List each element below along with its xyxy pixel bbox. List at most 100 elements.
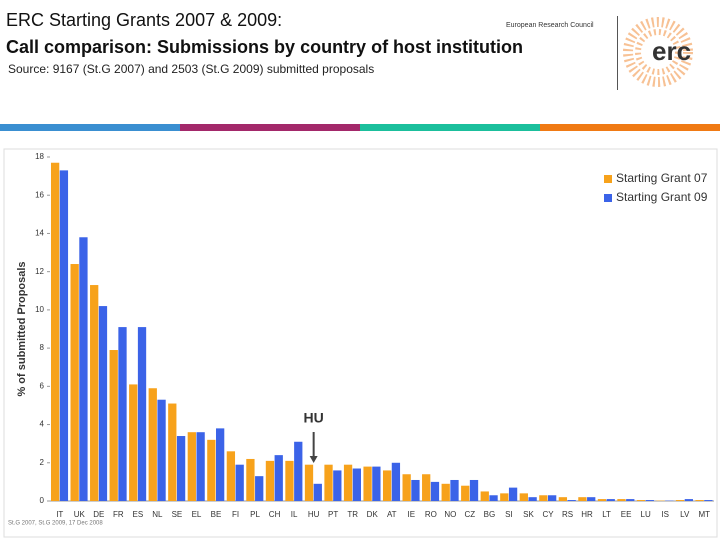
bar [704,500,713,501]
bar [324,464,333,501]
bar [528,497,537,501]
bar [391,462,401,501]
bar [606,499,615,501]
bar [79,237,88,501]
bar [255,476,264,501]
x-tick-label: NO [444,510,456,519]
bar [333,470,342,501]
bar [226,451,236,501]
bar [50,162,60,501]
x-tick-label: SE [172,510,183,519]
bar [137,327,147,501]
bar [157,399,166,501]
x-tick-label: NL [152,510,163,519]
bar [500,493,509,501]
bar [59,170,69,501]
bar [98,306,108,501]
band [360,124,540,131]
bar [343,464,353,501]
bar [382,470,392,501]
bar [548,495,557,501]
bar [587,497,596,501]
x-tick-label: IS [661,510,669,519]
x-tick-label: RS [562,510,573,519]
bar [508,487,518,501]
bar [636,500,646,501]
x-tick-label: IE [408,510,416,519]
x-tick-label: BG [484,510,496,519]
bar [450,479,459,501]
legend-swatch [604,175,612,183]
bar [109,350,118,501]
legend-swatch [604,194,612,202]
bar [196,432,205,501]
y-tick-label: 10 [35,305,44,314]
bar [645,500,654,501]
bar [352,468,361,501]
x-tick-label: PT [328,510,338,519]
bar [118,327,127,501]
bar [168,403,177,501]
bar [129,384,138,501]
bar [469,479,479,501]
bar [519,493,528,501]
bar [176,436,186,501]
logo: erc [652,36,692,66]
bar [246,458,255,501]
band [180,124,360,131]
x-tick-label: EE [621,510,632,519]
x-tick-label: AT [387,510,397,519]
bar [313,483,322,501]
x-tick-label: MT [698,510,710,519]
y-tick-label: 2 [40,458,45,467]
x-tick-label: IL [291,510,298,519]
x-tick-label: SK [523,510,534,519]
x-tick-label: PL [250,510,260,519]
x-tick-label: LV [680,510,690,519]
x-tick-label: EL [192,510,202,519]
x-tick-label: CH [269,510,281,519]
x-tick-label: UK [74,510,86,519]
y-tick-label: 14 [35,229,44,238]
annotation: HU [304,410,324,426]
bar [558,497,568,501]
bar [148,388,157,501]
band [0,124,180,131]
bar [70,264,79,501]
subtitle: Call comparison: Submissions by country … [6,37,524,57]
logo-dots [623,17,693,87]
bar [461,485,470,501]
bar [480,491,489,501]
x-tick-label: ES [133,510,144,519]
x-tick-label: FR [113,510,124,519]
x-tick-label: CY [542,510,554,519]
x-tick-label: DK [367,510,379,519]
legend-label: Starting Grant 09 [616,190,708,204]
bar [265,460,275,501]
source: Source: 9167 (St.G 2007) and 2503 (St.G … [8,62,375,76]
bar [207,439,216,501]
x-tick-label: LU [641,510,651,519]
bar [187,432,196,501]
x-tick-label: HU [308,510,320,519]
bar [294,441,303,501]
bar [567,500,576,501]
y-axis-label: % of submitted Proposals [16,261,28,396]
bar [372,466,381,501]
x-tick-label: FI [232,510,239,519]
bar [304,464,314,501]
bar [597,499,607,501]
bar [402,474,411,501]
y-tick-label: 12 [35,267,44,276]
y-tick-label: 18 [35,152,44,161]
bar [675,500,685,501]
y-tick-label: 8 [40,343,45,352]
bar [90,285,99,501]
bar [441,483,450,501]
footnote: St.G 2007, St.G 2009, 17 Dec 2008 [8,521,103,527]
bar [430,481,440,501]
x-tick-label: SI [505,510,513,519]
bar [617,499,626,501]
bar [285,460,294,501]
